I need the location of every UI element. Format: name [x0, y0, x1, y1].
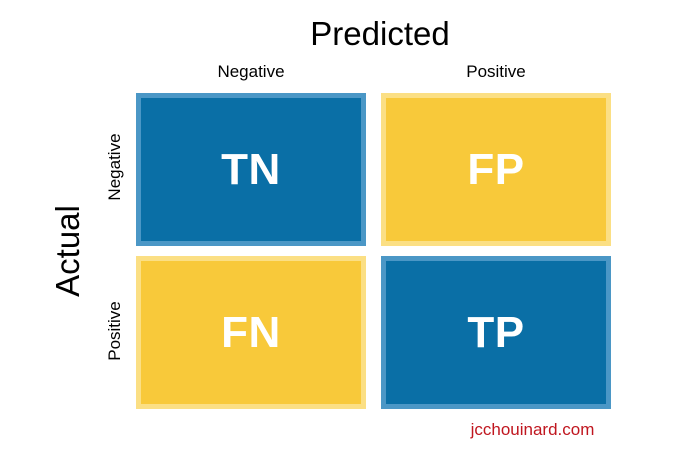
watermark-text: jcchouinard.com	[470, 420, 595, 439]
cell-false-negative: FN	[136, 256, 366, 409]
cell-true-positive: TP	[381, 256, 611, 409]
predicted-axis-title: Predicted	[310, 15, 450, 52]
cell-true-negative: TN	[136, 93, 366, 246]
cell-false-positive: FP	[381, 93, 611, 246]
column-label-positive: Positive	[466, 62, 526, 81]
actual-axis-title: Actual	[49, 205, 86, 297]
column-label-negative: Negative	[217, 62, 285, 81]
row-label-positive: Positive	[105, 301, 124, 361]
row-label-negative: Negative	[105, 133, 124, 201]
